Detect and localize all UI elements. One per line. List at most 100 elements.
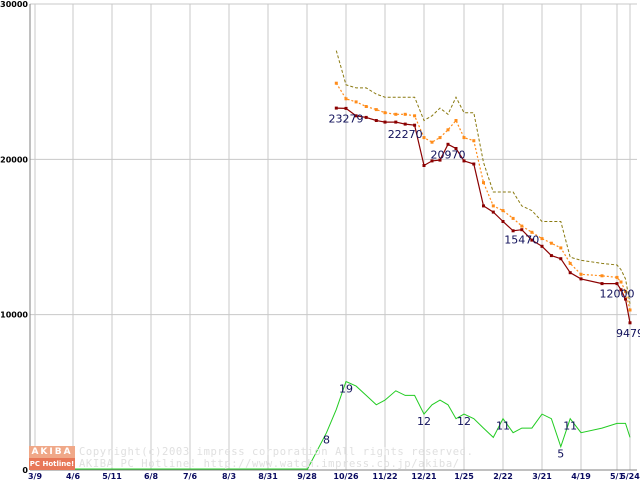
x-tick-label: 5/11 <box>102 472 122 480</box>
series-min-price-point <box>430 159 434 163</box>
series-min-price-point <box>559 257 563 261</box>
series-min-price-point <box>530 238 534 242</box>
y-tick-label: 20000 <box>0 155 28 164</box>
series-min-price-point <box>374 119 378 122</box>
series-avg-price-point <box>549 241 553 245</box>
x-tick-label: 11/22 <box>372 472 397 480</box>
series-shop-count-line <box>306 380 631 471</box>
series-min-price-line <box>336 107 631 323</box>
series-min-price-point <box>600 282 604 286</box>
x-tick-label: 7/6 <box>183 472 197 480</box>
x-tick-label: 3/9 <box>28 472 42 480</box>
x-tick-labels: 3/9 4/6 5/11 6/8 7/6 8/3 8/31 9/28 10/26 11/22 12/… <box>28 472 640 480</box>
series-min-price-point <box>344 106 348 110</box>
chart-axes <box>29 4 637 471</box>
x-tick-label: 6/8 <box>144 472 158 480</box>
series-avg-price-point <box>619 280 623 284</box>
data-label: 11 <box>563 420 577 433</box>
series-min-price-point <box>549 254 553 258</box>
akiba-logo: AKIBA PC Hotline! <box>29 446 75 470</box>
series-avg-price-point <box>374 108 378 112</box>
series-avg-price-point <box>364 105 368 108</box>
series-min-price-point <box>520 228 524 232</box>
series-min-price-point <box>491 210 495 214</box>
series-avg-price-point <box>354 100 358 104</box>
series-min-price-point <box>413 123 417 127</box>
x-tick-label: 12/21 <box>411 472 437 480</box>
series-avg-price-point <box>511 216 515 220</box>
series-avg-price-point <box>540 237 544 241</box>
series-avg-price-point <box>383 111 387 115</box>
series-avg-price-point <box>530 230 534 234</box>
copyright-line: Copyright(c)2003 impress corporation All… <box>79 446 474 458</box>
series-min-price-point <box>454 147 458 150</box>
series-min-price-point <box>628 321 632 325</box>
series-avg-price-point <box>413 114 417 118</box>
series-avg-price-point <box>628 308 632 312</box>
series-avg-price-point <box>615 275 619 279</box>
series-min-price-point <box>579 277 583 281</box>
data-label: 9479 <box>616 327 640 340</box>
x-tick-label: 8/31 <box>258 472 278 480</box>
series-min-price-point <box>334 106 338 110</box>
series-min-price-point <box>364 115 368 119</box>
series-avg-price-point <box>559 246 563 250</box>
data-labels: 23279 22270 20970 15470 12000 9479 8 19 12 12 11 5 1… <box>323 112 640 460</box>
series-min-price-point <box>568 271 572 275</box>
series-avg-price-point <box>403 112 407 116</box>
logo-bottom-text: PC Hotline! <box>29 458 75 470</box>
series-min-price-point <box>403 122 407 126</box>
data-label: 12000 <box>600 288 635 301</box>
chart-grid <box>30 3 637 471</box>
chart-series <box>30 50 632 471</box>
series-min-price-point <box>619 288 623 292</box>
y-tick-label: 30000 <box>0 0 28 9</box>
series-avg-price-point <box>462 136 466 140</box>
series-avg-price-point <box>568 261 572 265</box>
data-label: 5 <box>557 448 564 461</box>
series-avg-price-point <box>600 274 604 278</box>
series-min-price-point <box>540 244 544 248</box>
site-url-line: AKIBA PC Hotline! http://www.watch.impre… <box>79 458 460 470</box>
series-min-price-point <box>354 114 358 118</box>
data-label: 23279 <box>329 112 364 125</box>
data-label: 15470 <box>504 234 539 247</box>
x-tick-label: 8/3 <box>222 472 236 480</box>
series-avg-price-point <box>520 224 524 228</box>
data-label: 20970 <box>431 148 466 161</box>
x-tick-label: 3/21 <box>532 472 552 480</box>
series-avg-price-line <box>335 82 631 311</box>
series-avg-price-point <box>422 136 426 140</box>
series-avg-price-point <box>501 209 505 213</box>
series-avg-price-point <box>454 119 458 122</box>
series-avg-price-point <box>446 128 450 132</box>
x-tick-label: 4/6 <box>66 472 80 480</box>
data-label: 12 <box>457 415 471 428</box>
x-tick-label: 10/26 <box>333 472 359 480</box>
x-tick-label: 5/1 <box>610 472 624 480</box>
y-tick-label: 0 <box>22 466 28 475</box>
series-max-price-line <box>335 50 631 304</box>
data-label: 19 <box>339 383 353 396</box>
data-label: 11 <box>496 420 510 433</box>
series-min-price-point <box>394 120 398 124</box>
logo-top-text: AKIBA <box>29 446 75 458</box>
y-tick-labels: 0 10000 20000 30000 <box>0 0 28 475</box>
x-tick-label: 1/25 <box>454 472 474 480</box>
series-min-price-point <box>446 142 450 146</box>
series-min-price-point <box>383 120 387 124</box>
series-min-price-point <box>422 164 426 167</box>
series-avg-price-point <box>344 97 348 101</box>
series-min-price-point <box>472 162 476 166</box>
series-avg-price-point <box>334 81 338 85</box>
copyright-credit: AKIBA PC Hotline! Copyright(c)2003 impre… <box>29 446 589 470</box>
series-avg-price-point <box>472 139 476 143</box>
x-tick-label: 9/28 <box>297 472 317 480</box>
x-tick-label: 4/19 <box>571 472 591 480</box>
data-label: 8 <box>323 434 330 447</box>
x-tick-label: 2/22 <box>493 472 513 480</box>
x-tick-label: 5/24 <box>620 472 640 480</box>
series-avg-price-point <box>579 272 583 276</box>
series-avg-price-point <box>482 181 485 185</box>
data-label: 12 <box>417 415 431 428</box>
